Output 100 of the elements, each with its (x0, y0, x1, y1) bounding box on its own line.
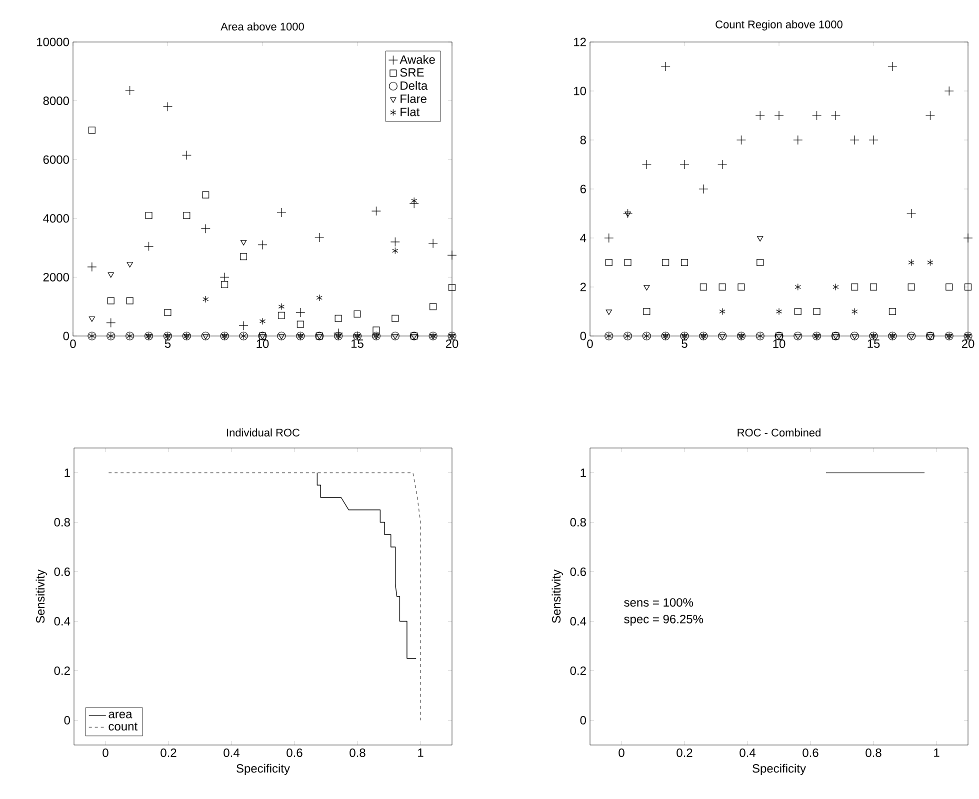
point (776, 308, 782, 315)
point (334, 328, 344, 338)
chart-title: ROC - Combined (738, 428, 820, 436)
legend-label: Delta (400, 81, 428, 90)
point (411, 197, 418, 204)
point (184, 334, 190, 340)
point (259, 334, 266, 340)
point (642, 160, 652, 170)
point (447, 250, 457, 260)
point (927, 334, 934, 340)
point (698, 184, 708, 194)
point (870, 334, 877, 340)
point (868, 135, 878, 145)
point (334, 314, 342, 322)
y-tick-label: 2 (580, 282, 586, 292)
x-tick-label: 0 (102, 748, 108, 758)
point (946, 334, 952, 340)
point (392, 247, 398, 254)
point (851, 283, 858, 290)
y-tick-label: 6 (580, 184, 586, 194)
point (738, 334, 744, 340)
point (700, 334, 706, 340)
annotation: spec = 96.25% (624, 614, 704, 626)
x-tick-label: 1 (934, 748, 940, 757)
point (202, 296, 209, 303)
y-tick-label: 10000 (37, 38, 69, 46)
point (927, 258, 934, 266)
point (200, 224, 210, 234)
y-tick-label: 0.4 (570, 617, 586, 626)
point (390, 237, 400, 247)
point (222, 334, 228, 340)
x-tick-label: 0.6 (286, 748, 302, 758)
x-tick-label: 10 (773, 340, 786, 348)
x-tick-label: 20 (962, 340, 974, 348)
point (202, 334, 209, 340)
point (354, 310, 361, 318)
point (738, 283, 745, 290)
x-tick-label: 0 (618, 748, 624, 758)
y-tick-label: 2000 (43, 272, 70, 282)
point (908, 283, 915, 290)
y-tick-label: 0 (580, 716, 586, 725)
chart-title: Count Region above 1000 (716, 20, 842, 30)
point (643, 308, 650, 315)
point (757, 236, 764, 242)
point (812, 110, 822, 120)
point (125, 86, 135, 96)
x-tick-label: 0.4 (740, 748, 756, 758)
point (316, 334, 322, 340)
y-tick-label: 0.4 (54, 617, 70, 626)
point (850, 135, 860, 145)
point (220, 272, 230, 282)
point (409, 198, 419, 208)
point (852, 334, 858, 340)
y-tick-label: 4 (580, 234, 586, 242)
legend-label: SRE (400, 68, 424, 77)
point (605, 258, 612, 266)
point (164, 334, 171, 340)
point (889, 334, 896, 340)
point (680, 160, 690, 170)
point (814, 334, 820, 340)
point (794, 283, 801, 290)
point (106, 318, 116, 328)
point (278, 312, 285, 319)
point (296, 320, 304, 328)
x-tick-label: 5 (682, 340, 688, 348)
point (296, 308, 306, 318)
point (946, 283, 953, 290)
point (392, 334, 398, 340)
point (832, 334, 839, 340)
y-tick-label: 0.8 (54, 518, 70, 527)
point (411, 334, 418, 340)
legend-label: area (108, 712, 132, 718)
point (276, 208, 286, 218)
x-tick-label: 0.4 (224, 748, 240, 758)
point (776, 334, 782, 340)
x-tick-label: 20 (446, 340, 458, 348)
point (963, 233, 973, 243)
point (238, 320, 248, 330)
point (164, 308, 172, 316)
point (888, 308, 896, 315)
y-tick-label: 8 (580, 136, 586, 144)
point (736, 135, 746, 145)
point (718, 160, 728, 170)
y-tick-label: 0 (580, 332, 586, 340)
point (371, 206, 381, 216)
point (644, 285, 650, 290)
x-tick-label: 15 (352, 340, 364, 348)
chart-title: Individual ROC (227, 428, 300, 436)
y-tick-label: 1 (64, 468, 70, 477)
point (681, 258, 688, 266)
point (144, 242, 154, 252)
x-axis-title: Specificity (236, 764, 290, 776)
y-tick-label: 12 (574, 38, 586, 46)
y-tick-label: 0.6 (54, 568, 70, 576)
x-tick-label: 0 (70, 340, 76, 348)
x-tick-label: 0.2 (160, 748, 176, 758)
point (719, 334, 726, 340)
y-tick-label: 6000 (43, 155, 70, 164)
point (183, 212, 190, 219)
y-tick-label: 0.2 (54, 666, 70, 676)
